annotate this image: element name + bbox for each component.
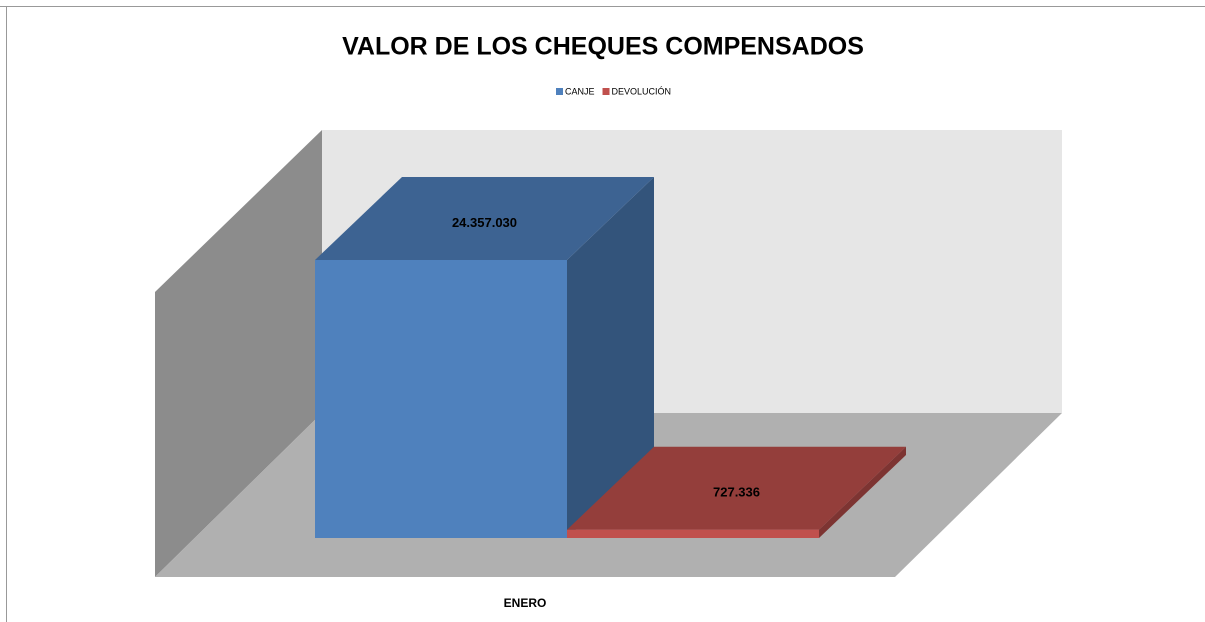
data-label: 24.357.030 <box>452 215 517 230</box>
bar-side <box>567 177 654 538</box>
bar <box>567 446 906 538</box>
bar-side <box>819 446 906 538</box>
legend-label: DEVOLUCIÓN <box>612 86 672 96</box>
bar <box>315 177 654 538</box>
data-label: 727.336 <box>713 485 760 500</box>
bar-front <box>315 260 567 538</box>
bar-top <box>315 177 654 260</box>
legend-swatch <box>556 88 563 95</box>
legend-label: CANJE <box>565 86 595 96</box>
chart-title: VALOR DE LOS CHEQUES COMPENSADOS <box>342 33 864 61</box>
x-tick-label: ENERO <box>504 596 547 610</box>
side-wall <box>155 130 322 577</box>
bar-front <box>567 529 819 538</box>
legend-swatch <box>602 88 610 95</box>
bar-top <box>567 446 906 530</box>
